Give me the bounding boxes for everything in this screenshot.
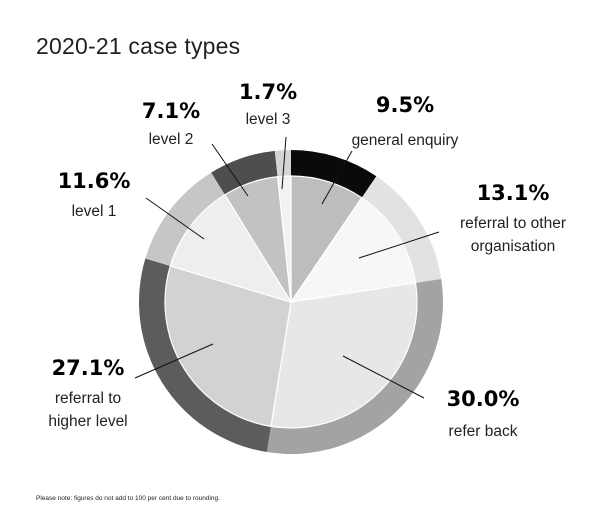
pie-slice-referral-to-other-organisation [289, 196, 417, 303]
slice-percent-level-1: 11.6% [58, 169, 131, 193]
leader-line-referral-to-higher-level [134, 343, 214, 379]
slice-label-referral-to-other-organisation: referral to other [460, 215, 566, 232]
slice-percent-refer-back: 30.0% [447, 387, 520, 411]
slice-label-referral-to-higher-level: referral to [55, 390, 121, 407]
pie-slice-level-1 [169, 193, 293, 304]
slice-percent-referral-to-other-organisation: 13.1% [477, 181, 550, 205]
leader-line-referral-to-other-organisation [358, 231, 440, 259]
slice-label-refer-back: refer back [449, 423, 518, 440]
pie-slice-referral-to-higher-level [164, 265, 292, 428]
leader-line-level-3 [281, 136, 287, 190]
leader-line-refer-back [342, 355, 425, 399]
leader-line-level-1 [145, 197, 205, 240]
pie-slice-level-3 [276, 175, 292, 303]
footnote: Please note: figures do not add to 100 p… [36, 495, 220, 502]
slice-label-level-2: level 2 [149, 131, 194, 148]
slice-label-level-1: level 1 [72, 203, 117, 220]
chart-title: 2020-21 case types [36, 33, 241, 59]
slice-label-general-enquiry: general enquiry [352, 132, 459, 149]
pie-slice-refer-back [270, 282, 418, 429]
slice-percent-referral-to-higher-level: 27.1% [52, 356, 125, 380]
pie-slice-general-enquiry [290, 175, 363, 304]
slice-label-level-3: level 3 [246, 111, 291, 128]
slice-percent-level-3: 1.7% [239, 80, 297, 104]
slice-percent-level-2: 7.1% [142, 99, 200, 123]
leader-line-general-enquiry [321, 150, 353, 205]
slice-percent-general-enquiry: 9.5% [376, 93, 434, 117]
slice-label-referral-to-other-organisation: organisation [471, 238, 555, 255]
slice-label-referral-to-higher-level: higher level [48, 413, 127, 430]
leader-line-level-2 [211, 143, 249, 197]
